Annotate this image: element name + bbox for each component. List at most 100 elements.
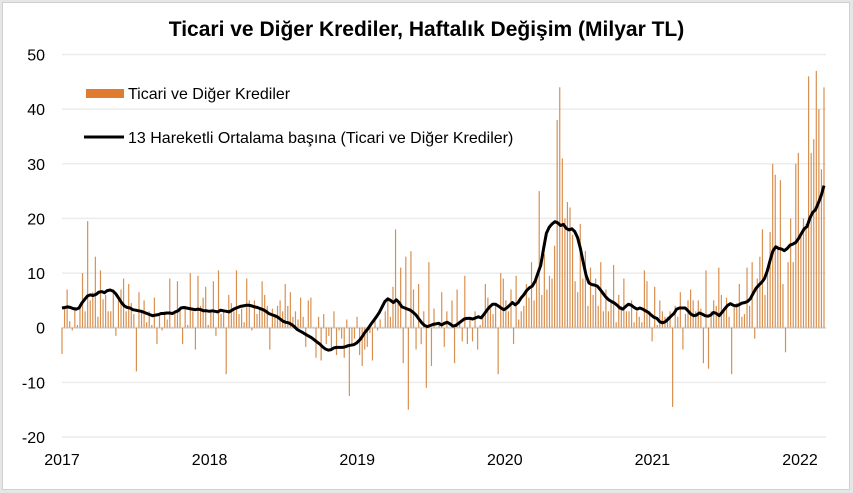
bar	[710, 311, 712, 328]
bar	[648, 311, 651, 328]
bar	[574, 281, 576, 328]
bar	[459, 322, 461, 328]
bar	[641, 322, 643, 328]
bar	[99, 270, 102, 328]
bar	[530, 262, 533, 328]
bar	[143, 300, 145, 328]
bar	[240, 308, 243, 328]
bar	[638, 316, 640, 328]
bar	[61, 327, 63, 354]
bar	[402, 327, 404, 364]
bar	[210, 311, 212, 328]
bar	[492, 314, 494, 328]
bar	[654, 286, 656, 328]
bar	[433, 308, 435, 328]
bar	[171, 327, 173, 329]
bar	[528, 297, 530, 328]
bar	[592, 294, 594, 328]
bar	[615, 322, 617, 328]
bar	[736, 303, 738, 328]
bar	[376, 327, 379, 331]
bar	[500, 273, 502, 328]
bar	[79, 304, 81, 328]
bar	[566, 202, 569, 328]
bar	[164, 311, 166, 328]
bar	[187, 324, 189, 328]
bar	[805, 223, 807, 328]
bar	[702, 327, 705, 364]
bar	[112, 289, 114, 328]
bar	[677, 316, 679, 328]
bar	[707, 327, 710, 369]
y-tick-label: -10	[22, 375, 45, 392]
x-tick-label: 2019	[339, 452, 375, 469]
bar	[202, 297, 204, 328]
bar	[695, 311, 697, 328]
bar	[312, 327, 315, 329]
bar	[369, 327, 371, 334]
bar	[461, 327, 463, 342]
bar	[802, 218, 805, 328]
chart-title: Ticari ve Diğer Krediler, Haftalık Değiş…	[168, 18, 685, 41]
legend-swatch-bar	[86, 89, 124, 98]
bar	[733, 305, 735, 328]
bar	[595, 278, 597, 328]
legend-label-line: 13 Hareketli Ortalama başına (Ticari ve …	[128, 130, 513, 147]
bar	[194, 327, 197, 350]
bar	[89, 300, 91, 328]
x-tick-label: 2021	[635, 452, 671, 469]
bar	[425, 327, 427, 388]
bar	[297, 319, 299, 328]
bar	[105, 294, 107, 328]
bar	[261, 281, 263, 328]
bar	[97, 316, 99, 328]
bar	[102, 299, 104, 328]
bar	[66, 289, 68, 328]
bar	[184, 305, 186, 328]
bar	[679, 292, 681, 328]
moving-average-line	[61, 185, 826, 352]
bar	[330, 327, 332, 350]
bar	[731, 327, 733, 375]
bar	[325, 327, 327, 345]
bar	[536, 278, 538, 328]
bar	[541, 294, 543, 328]
bar	[364, 327, 366, 350]
bar	[256, 314, 258, 328]
bar	[238, 314, 240, 328]
bar	[477, 327, 479, 350]
bar	[813, 139, 815, 328]
bar	[420, 327, 422, 345]
bar	[361, 327, 363, 366]
bar	[338, 327, 340, 331]
bar	[672, 327, 674, 407]
bar	[317, 316, 320, 328]
bar	[248, 300, 250, 328]
bar	[158, 314, 161, 328]
x-axis-ticks: 2017 2018 2019 2020 2021 2022	[44, 452, 818, 469]
bar	[169, 278, 171, 328]
bar	[174, 314, 176, 328]
y-tick-label: 0	[36, 321, 45, 338]
bar	[625, 311, 628, 328]
bar	[384, 311, 386, 328]
y-tick-label: 10	[27, 266, 45, 283]
bar	[607, 311, 610, 328]
bar	[623, 278, 625, 328]
bar	[754, 327, 756, 339]
bar	[602, 311, 604, 328]
bar	[482, 316, 484, 328]
bar	[515, 275, 517, 328]
x-tick-label: 2018	[192, 452, 228, 469]
bar	[453, 327, 456, 364]
bar	[346, 319, 348, 328]
bar	[387, 297, 389, 328]
bar	[774, 174, 776, 328]
x-tick-label: 2020	[487, 452, 523, 469]
legend: Ticari ve Diğer Krediler 13 Hareketli Or…	[84, 86, 513, 147]
bar	[84, 311, 86, 328]
bar	[728, 316, 730, 328]
bar	[389, 316, 392, 328]
bar	[63, 308, 66, 328]
bar	[181, 327, 184, 345]
